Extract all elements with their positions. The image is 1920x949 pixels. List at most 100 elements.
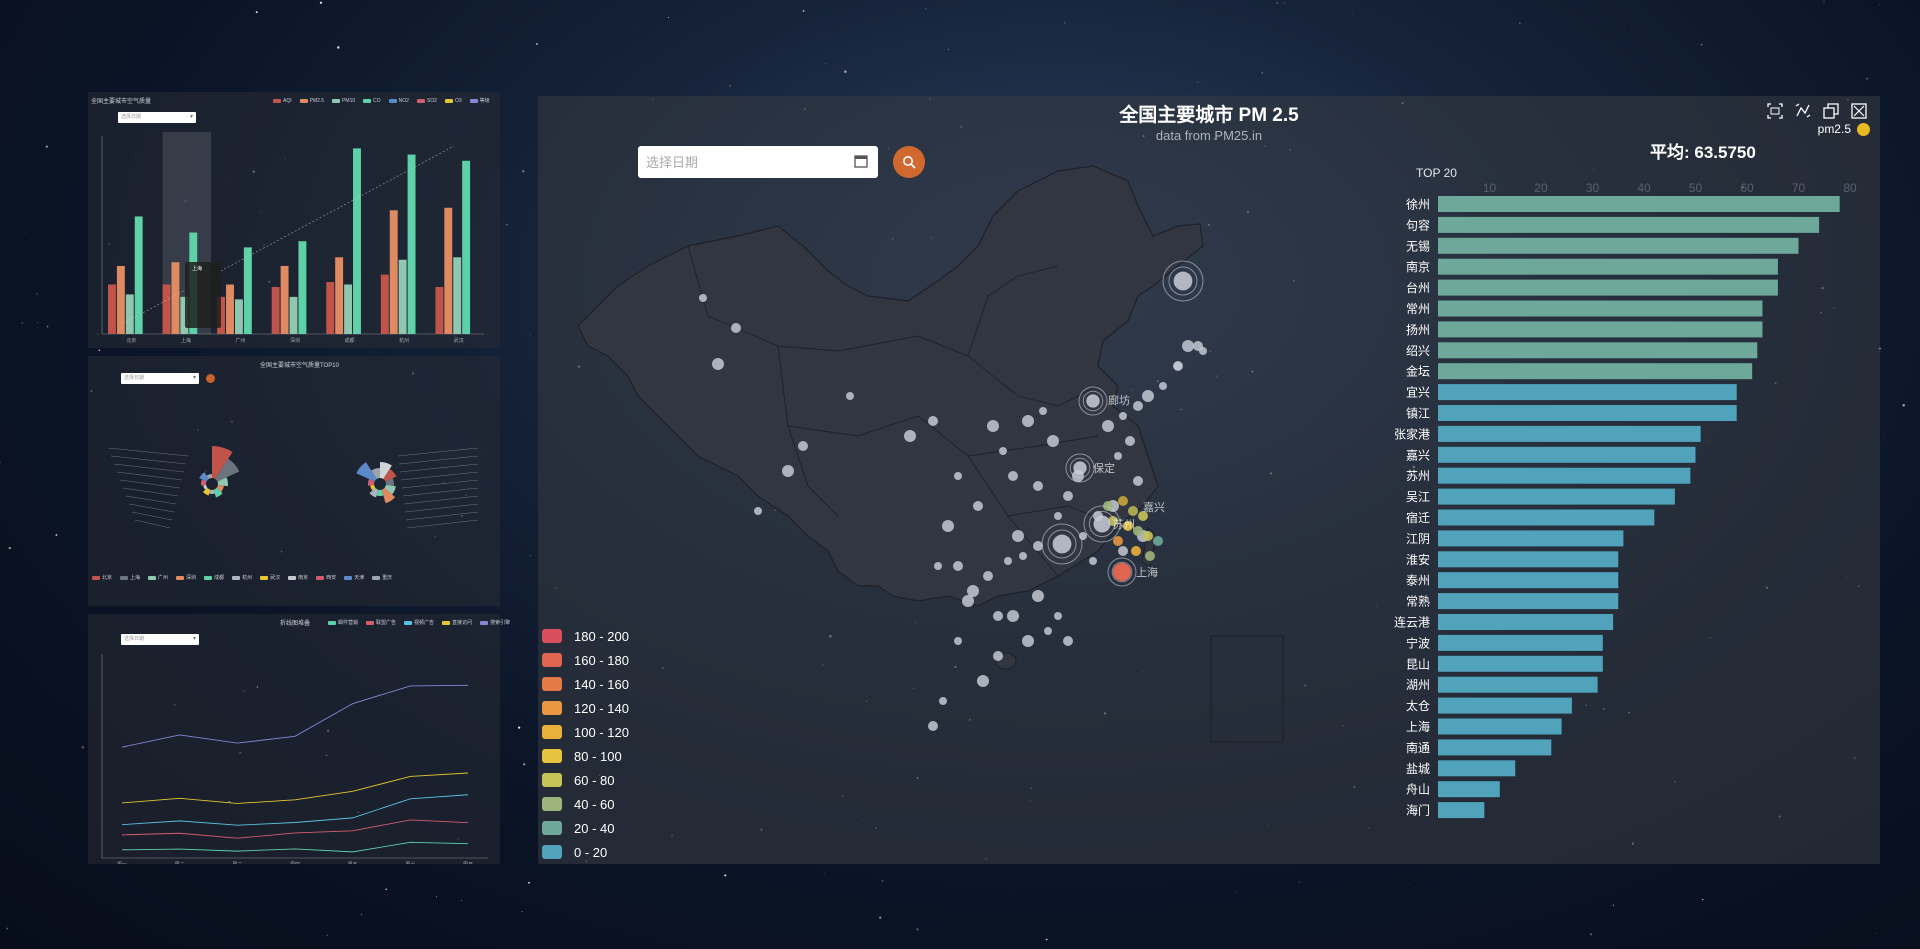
effect-ring[interactable] <box>1052 534 1072 554</box>
top20-bar[interactable] <box>1438 718 1562 735</box>
pie-chart-legend[interactable]: 北京 上海 广州 深圳 成都 杭州 武汉 南京 西安 天津 重庆 <box>92 574 392 581</box>
pie-legend-item[interactable]: 武汉 <box>260 574 280 581</box>
bar-mark[interactable] <box>171 262 180 334</box>
zoom-reset-icon[interactable] <box>1794 102 1812 120</box>
visual-map-item[interactable]: 40 - 60 <box>542 792 629 816</box>
city-point[interactable] <box>1033 481 1043 491</box>
bar-mark[interactable] <box>134 216 143 334</box>
top20-bar[interactable] <box>1438 425 1701 442</box>
bar-date-select[interactable]: 选择日期 <box>118 112 196 123</box>
bar-legend-item[interactable]: AQI <box>273 97 292 104</box>
city-point[interactable] <box>1063 491 1073 501</box>
city-point[interactable] <box>1054 612 1062 620</box>
line-date-select[interactable]: 选择日期 <box>121 634 199 645</box>
pie-legend-item[interactable]: 上海 <box>120 574 140 581</box>
top20-bar[interactable] <box>1438 446 1696 463</box>
top20-bar[interactable] <box>1438 676 1598 693</box>
calendar-icon[interactable] <box>854 154 868 168</box>
pie-slice[interactable] <box>381 487 396 504</box>
top20-bar[interactable] <box>1438 300 1763 317</box>
top20-bar[interactable] <box>1438 530 1624 547</box>
pie-slice[interactable] <box>367 479 375 486</box>
city-point[interactable] <box>1047 435 1059 447</box>
visual-map-item[interactable]: 100 - 120 <box>542 720 629 744</box>
top20-bar[interactable] <box>1438 363 1753 380</box>
city-point[interactable] <box>1123 521 1133 531</box>
city-point[interactable] <box>967 585 979 597</box>
top20-bar[interactable] <box>1438 551 1619 568</box>
city-point[interactable] <box>1118 496 1128 506</box>
city-point[interactable] <box>754 507 762 515</box>
city-point[interactable] <box>1182 340 1194 352</box>
top20-bar[interactable] <box>1438 739 1552 756</box>
city-point[interactable] <box>983 571 993 581</box>
bar-mark[interactable] <box>444 207 453 334</box>
bar-legend-item[interactable]: SO2 <box>416 97 437 104</box>
city-point[interactable] <box>977 675 989 687</box>
bar-chart-legend[interactable]: AQI PM2.5 PM10 CO NO2 SO2 O3 等级 <box>273 97 490 104</box>
city-point[interactable] <box>993 611 1003 621</box>
restore-icon[interactable] <box>1850 102 1868 120</box>
bar-mark[interactable] <box>353 148 361 334</box>
line-series[interactable] <box>121 794 469 826</box>
bar-mark[interactable] <box>226 284 234 335</box>
top20-bar[interactable] <box>1438 216 1820 233</box>
city-point[interactable] <box>1114 452 1122 460</box>
city-point[interactable] <box>1133 401 1143 411</box>
effect-ring[interactable] <box>1082 390 1104 412</box>
visual-map-item[interactable]: 80 - 100 <box>542 744 629 768</box>
bar-mark[interactable] <box>243 247 252 334</box>
line-legend-item[interactable]: 联盟广告 <box>366 619 396 626</box>
top20-bar[interactable] <box>1438 467 1691 484</box>
effect-ring[interactable] <box>1047 529 1077 559</box>
bar-mark[interactable] <box>125 294 134 334</box>
city-point[interactable] <box>1113 536 1123 546</box>
city-point[interactable] <box>1054 512 1062 520</box>
city-point[interactable] <box>1007 610 1019 622</box>
pie-slice[interactable] <box>380 462 392 479</box>
bar-mark[interactable] <box>462 160 471 334</box>
bar-mark[interactable] <box>398 259 407 334</box>
bar-mark[interactable] <box>217 296 226 334</box>
top20-bar[interactable] <box>1438 196 1840 212</box>
effect-ring[interactable] <box>1162 260 1204 302</box>
line-series[interactable] <box>121 684 469 748</box>
effect-ring[interactable] <box>1083 505 1121 543</box>
pie-legend-item[interactable]: 杭州 <box>232 574 252 581</box>
city-point[interactable] <box>1159 382 1167 390</box>
pie-legend-item[interactable]: 重庆 <box>372 574 392 581</box>
bar-mark[interactable] <box>380 274 389 334</box>
pie-slice[interactable] <box>376 489 384 496</box>
pie-slice[interactable] <box>201 479 207 486</box>
effect-ring[interactable] <box>1173 271 1193 291</box>
visual-map-item[interactable]: 180 - 200 <box>542 624 629 648</box>
city-point[interactable] <box>1008 471 1018 481</box>
bar-mark[interactable] <box>180 296 189 334</box>
pie-slice[interactable] <box>383 468 397 482</box>
top20-bar[interactable] <box>1438 593 1619 610</box>
city-point[interactable] <box>1125 436 1135 446</box>
city-point[interactable] <box>846 392 854 400</box>
effect-ring[interactable] <box>1078 386 1108 416</box>
visual-map-item[interactable]: 160 - 180 <box>542 648 629 672</box>
visual-map-item[interactable]: 0 - 20 <box>542 840 629 864</box>
visual-map-item[interactable]: 120 - 140 <box>542 696 629 720</box>
bar-mark[interactable] <box>116 265 125 334</box>
city-point[interactable] <box>973 501 983 511</box>
city-point[interactable] <box>987 420 999 432</box>
city-point[interactable] <box>798 441 808 451</box>
city-point[interactable] <box>1119 412 1127 420</box>
bar-mark[interactable] <box>335 257 344 334</box>
city-point-highlight[interactable] <box>1113 563 1131 581</box>
bar-mark[interactable] <box>108 284 116 335</box>
top20-bar[interactable] <box>1438 405 1737 421</box>
line-series[interactable] <box>121 819 469 839</box>
city-point[interactable] <box>731 323 741 333</box>
bar-legend-item[interactable]: PM10 <box>332 97 355 104</box>
pie-slice[interactable] <box>356 462 377 482</box>
visual-map-item[interactable]: 60 - 80 <box>542 768 629 792</box>
bar-mark[interactable] <box>326 282 335 334</box>
bar-mark[interactable] <box>271 286 280 334</box>
city-point[interactable] <box>1143 531 1153 541</box>
city-point[interactable] <box>1128 506 1138 516</box>
